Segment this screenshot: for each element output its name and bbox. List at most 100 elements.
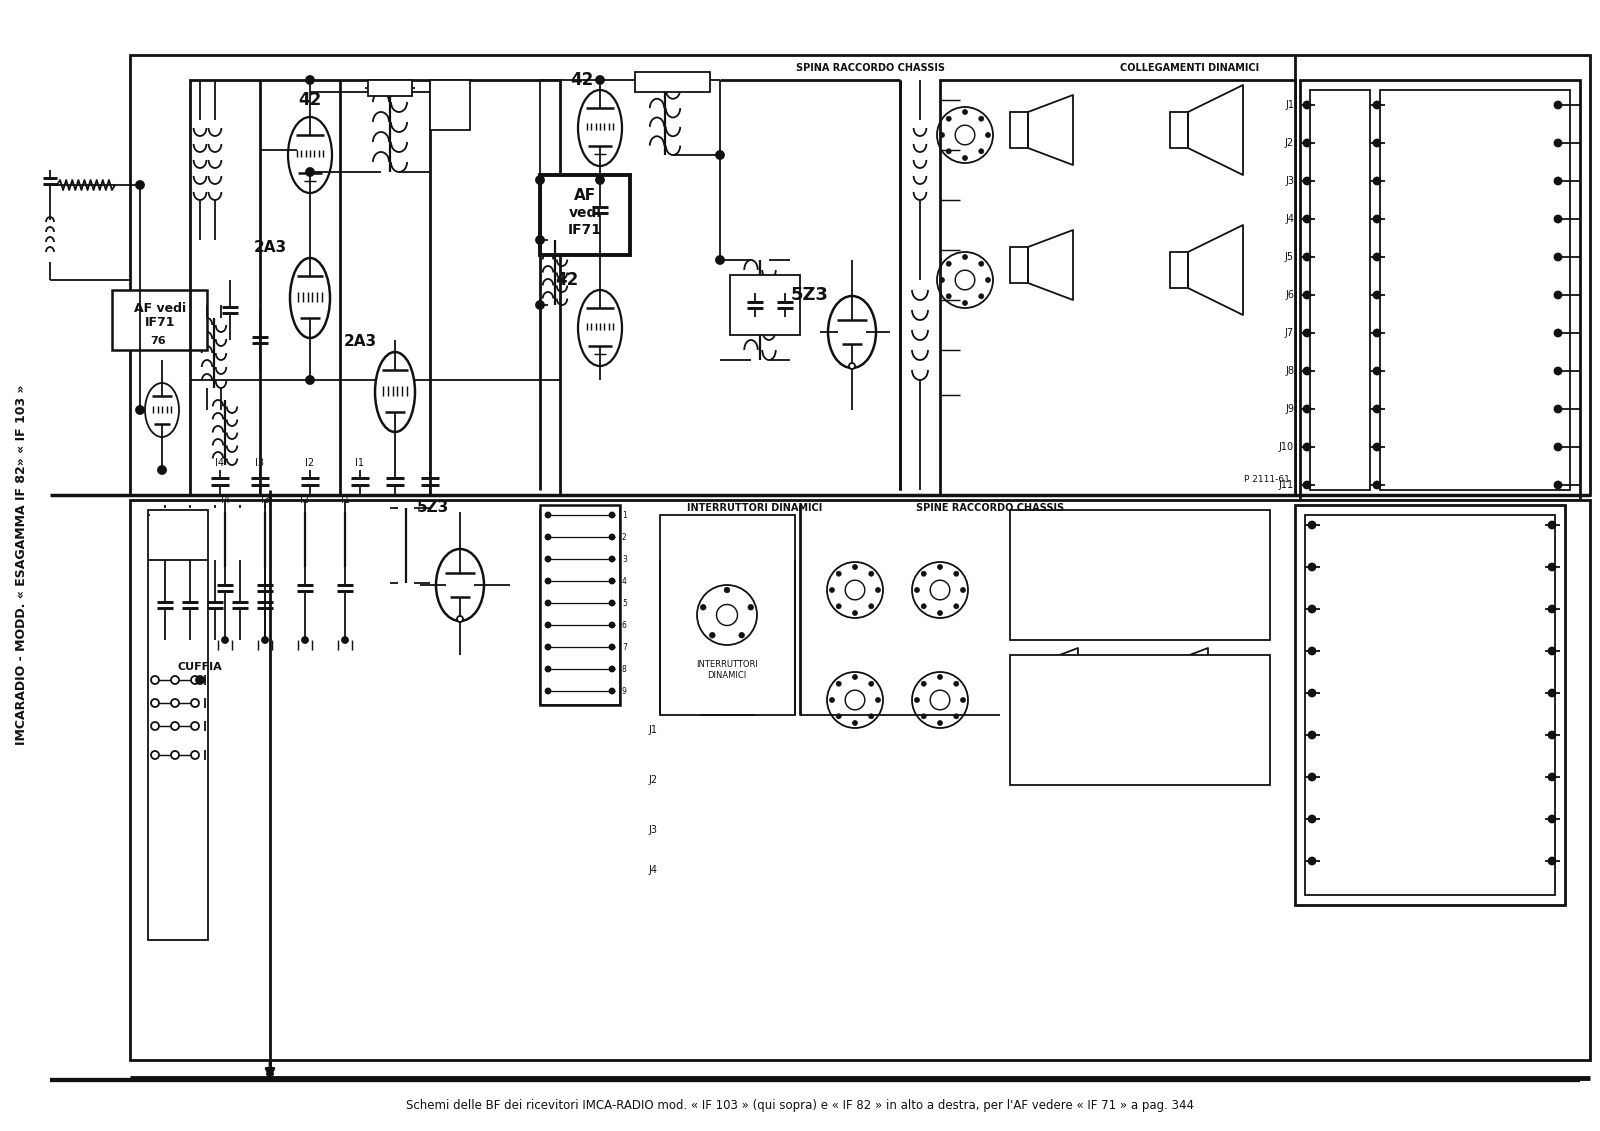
Circle shape xyxy=(1549,774,1555,780)
Circle shape xyxy=(709,632,715,638)
Text: 5Z3: 5Z3 xyxy=(418,501,450,516)
Circle shape xyxy=(1549,732,1555,739)
Circle shape xyxy=(1309,605,1315,613)
Circle shape xyxy=(1555,368,1562,374)
Circle shape xyxy=(1555,253,1562,260)
Circle shape xyxy=(546,689,550,693)
Circle shape xyxy=(1373,482,1381,489)
Circle shape xyxy=(1304,102,1310,109)
Text: 76: 76 xyxy=(150,336,166,346)
Text: COLLEGAMENTI DINAMICI: COLLEGAMENTI DINAMICI xyxy=(1120,63,1259,74)
Circle shape xyxy=(963,301,968,305)
Text: 7: 7 xyxy=(622,642,627,651)
Circle shape xyxy=(939,132,944,138)
Circle shape xyxy=(1373,178,1381,184)
Text: IF71: IF71 xyxy=(144,317,176,329)
Circle shape xyxy=(717,256,723,264)
Text: I3: I3 xyxy=(261,495,269,506)
Bar xyxy=(368,80,413,96)
Text: AF: AF xyxy=(574,189,597,204)
Circle shape xyxy=(150,676,158,684)
Circle shape xyxy=(1304,253,1310,260)
Circle shape xyxy=(1309,732,1315,739)
Circle shape xyxy=(546,622,550,628)
Text: I4: I4 xyxy=(216,458,224,468)
Bar xyxy=(1150,664,1166,696)
Circle shape xyxy=(1373,253,1381,260)
Bar xyxy=(1306,515,1555,895)
Bar xyxy=(130,55,1590,495)
Circle shape xyxy=(837,681,842,687)
Circle shape xyxy=(850,363,854,369)
Text: J9: J9 xyxy=(1285,404,1294,414)
Text: 1: 1 xyxy=(622,510,627,519)
Circle shape xyxy=(306,76,314,84)
Circle shape xyxy=(853,611,858,615)
Bar xyxy=(1299,80,1581,500)
Circle shape xyxy=(222,637,229,644)
Bar xyxy=(941,80,1294,495)
Text: I3: I3 xyxy=(256,458,264,468)
Circle shape xyxy=(342,637,349,644)
Bar xyxy=(1310,90,1370,490)
Circle shape xyxy=(701,604,706,610)
Bar xyxy=(661,515,795,715)
Circle shape xyxy=(610,556,614,561)
Ellipse shape xyxy=(374,352,414,432)
Circle shape xyxy=(546,512,550,518)
Circle shape xyxy=(1549,563,1555,570)
Circle shape xyxy=(1373,292,1381,299)
Bar xyxy=(1150,554,1166,586)
Text: IF71: IF71 xyxy=(568,223,602,238)
Circle shape xyxy=(1555,178,1562,184)
Circle shape xyxy=(171,676,179,684)
Circle shape xyxy=(837,714,842,719)
Ellipse shape xyxy=(829,296,877,368)
Circle shape xyxy=(1549,690,1555,697)
Circle shape xyxy=(171,722,179,729)
Text: 42: 42 xyxy=(570,71,594,89)
Text: J8: J8 xyxy=(1285,366,1294,375)
Circle shape xyxy=(1549,815,1555,822)
Circle shape xyxy=(1555,443,1562,450)
Circle shape xyxy=(979,294,984,299)
Ellipse shape xyxy=(435,549,483,621)
Circle shape xyxy=(1304,178,1310,184)
Circle shape xyxy=(1309,815,1315,822)
Circle shape xyxy=(954,681,958,687)
Text: INTERRUTTORI DINAMICI: INTERRUTTORI DINAMICI xyxy=(688,503,822,513)
Circle shape xyxy=(747,604,754,610)
Circle shape xyxy=(954,714,958,719)
Text: 42: 42 xyxy=(298,90,322,109)
Circle shape xyxy=(150,751,158,759)
Circle shape xyxy=(136,181,144,189)
Circle shape xyxy=(190,676,198,684)
Circle shape xyxy=(546,578,550,584)
Circle shape xyxy=(946,149,952,154)
Text: J3: J3 xyxy=(648,824,658,835)
Text: 5: 5 xyxy=(622,598,627,607)
Circle shape xyxy=(306,169,314,176)
Circle shape xyxy=(546,645,550,649)
Text: 9: 9 xyxy=(622,687,627,696)
Ellipse shape xyxy=(578,290,622,366)
Circle shape xyxy=(938,611,942,615)
Circle shape xyxy=(1549,605,1555,613)
Circle shape xyxy=(195,676,205,684)
Circle shape xyxy=(979,116,984,121)
Circle shape xyxy=(979,261,984,266)
Bar xyxy=(1010,112,1027,148)
Text: 2: 2 xyxy=(622,533,627,542)
Circle shape xyxy=(915,587,920,593)
Circle shape xyxy=(875,698,880,702)
Text: P 2111-61: P 2111-61 xyxy=(1245,475,1290,484)
Text: J11: J11 xyxy=(1278,480,1294,490)
Circle shape xyxy=(954,604,958,608)
Text: 6: 6 xyxy=(622,621,627,630)
Circle shape xyxy=(986,132,990,138)
Ellipse shape xyxy=(578,90,622,166)
Bar xyxy=(635,72,710,92)
Circle shape xyxy=(837,571,842,576)
Text: J1: J1 xyxy=(648,725,658,735)
Bar xyxy=(1010,655,1270,785)
